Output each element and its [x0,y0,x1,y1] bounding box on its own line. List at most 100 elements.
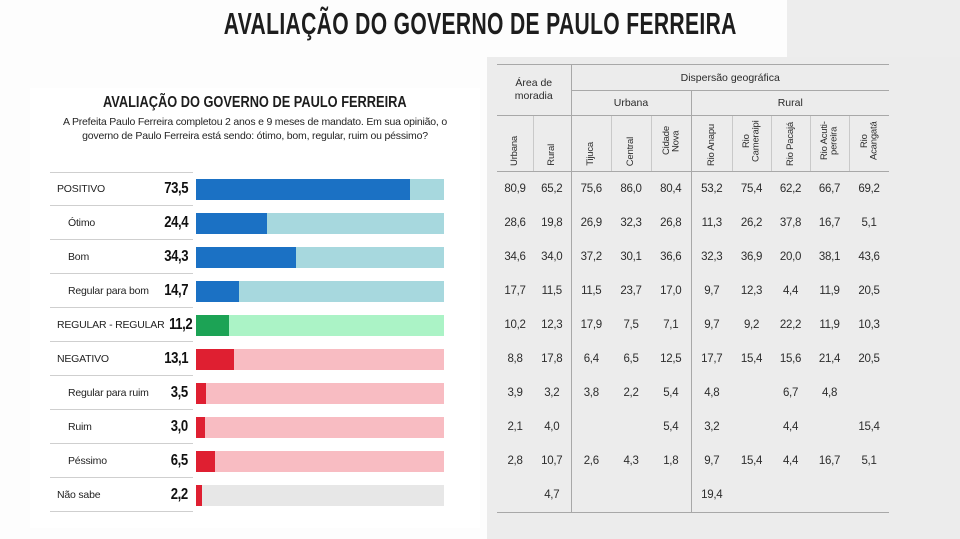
table-cell: 17,7 [504,285,526,297]
table-cell: 9,7 [704,319,720,331]
category-value: 34,3 [164,247,188,265]
table-cell: 80,4 [651,171,692,206]
category-label-cell: Ótimo 24,4 [50,206,193,240]
category-label: POSITIVO [57,183,105,195]
table-cell: 17,7 [701,353,723,365]
table-cell: 15,4 [740,353,763,365]
table-row: 17,7 11,5 11,5 23,7 17,0 9,7 12,3 4,4 11,9 20,5 [497,274,889,308]
table-cell: 4,7 [533,478,572,513]
table-cell: 9,2 [743,319,760,331]
chart-row: Ruim 3,0 [50,410,446,444]
chart-row: Bom 34,3 [50,240,446,274]
bar-track [196,484,444,506]
table-cell: 5,1 [861,455,877,467]
bar-area [193,178,446,200]
table-row: 2,8 10,7 2,6 4,3 1,8 9,7 15,4 4,4 16,7 5,1 [497,444,889,478]
table-cell: 66,7 [818,183,841,195]
table-cell: 19,4 [691,478,732,513]
table-cell [732,478,771,513]
bar-fill [196,178,411,200]
column-header-label: Cidade Nova [660,126,682,156]
bar-track [196,416,444,438]
table-row: 3,9 3,2 3,8 2,2 5,4 4,8 6,7 4,8 [497,376,889,410]
geo-table: Área de moradia Dispersão geográfica Urb… [497,64,889,513]
column-header-urbana: Urbana [497,115,534,172]
table-row: 28,6 19,8 26,9 32,3 26,8 11,3 26,2 37,8 16,7 5,1 [497,206,889,240]
bar-track [196,212,444,234]
table-cell: 11,5 [533,274,572,308]
table-cell: 65,2 [533,171,572,206]
bar-fill [196,280,239,302]
column-header-label: Rio Cameraipi [741,120,762,162]
table-cell: 15,4 [740,455,763,467]
bar-fill [196,348,235,370]
table-cell: 20,0 [779,251,802,263]
header-rural-group: Rural [691,90,889,116]
category-value: 2,2 [170,485,188,503]
column-header-rio-cameraipi: Rio Cameraipi [732,115,772,172]
table-cell: 11,9 [819,319,840,331]
bar-area [193,382,446,404]
page-title: AVALIAÇÃO DO GOVERNO DE PAULO FERREIRA [223,6,737,41]
category-label-cell: Ruim 3,0 [50,410,193,444]
table-cell: 62,2 [779,183,802,195]
table-cell: 23,7 [620,285,642,297]
table-row: 4,7 19,4 [497,478,889,513]
category-label: REGULAR - REGULAR [57,318,165,331]
category-value: 3,0 [170,417,188,435]
table-cell [611,410,651,444]
table-cell: 12,3 [740,285,763,297]
table-cell: 2,1 [507,421,523,433]
bar-track [196,178,444,200]
table-cell: 32,3 [620,217,642,229]
table-cell: 2,8 [507,455,523,467]
table-cell [771,478,810,513]
table-cell [849,478,889,513]
table-cell: 37,2 [580,251,602,263]
bar-track [196,314,444,336]
category-label-cell: REGULAR - REGULAR 11,2 [50,308,193,342]
bar-track [196,450,444,472]
geo-table-panel: Área de moradia Dispersão geográfica Urb… [487,57,960,539]
table-cell: 7,5 [623,319,639,331]
table-cell: 38,1 [818,251,841,263]
category-label: Ótimo [68,216,96,229]
table-row: 80,9 65,2 75,6 86,0 80,4 53,2 75,4 62,2 66,7 69,2 [497,171,889,206]
table-cell: 15,4 [858,421,880,433]
table-cell: 3,8 [583,387,599,399]
bar-fill [196,450,215,472]
category-value: 11,2 [169,315,194,333]
column-header-rural: Rural [533,115,572,172]
category-label-cell: Regular para bom 14,7 [50,274,193,308]
chart-row: REGULAR - REGULAR 11,2 [50,308,446,342]
table-cell: 9,7 [704,455,720,467]
table-cell: 11,3 [701,217,723,229]
column-header-rio-pacaj-: Rio Pacajá [771,115,811,172]
category-value: 14,7 [164,281,188,299]
chart-row: Péssimo 6,5 [50,444,446,478]
table-cell [651,478,692,513]
bar-track [196,348,444,370]
chart-title: AVALIAÇÃO DO GOVERNO DE PAULO FERREIRA [103,94,407,111]
table-cell: 4,8 [704,387,720,399]
table-cell: 1,8 [651,444,692,478]
table-cell: 10,3 [858,319,880,331]
category-label-cell: POSITIVO 73,5 [50,172,193,206]
category-value: 3,5 [170,383,188,401]
table-cell: 26,8 [651,206,692,240]
table-cell: 30,1 [620,251,642,263]
table-cell: 22,2 [779,319,802,331]
column-header-rio-acuti-pereira: Rio Acuti-pereira [810,115,850,172]
table-cell: 20,5 [858,285,880,297]
chart-row: Ótimo 24,4 [50,206,446,240]
table-cell [497,478,533,513]
column-header-rio-acangat-: Rio Acangatá [849,115,889,172]
bar-track [196,246,444,268]
header-area-de-moradia: Área de moradia [497,64,572,116]
table-cell: 36,6 [651,240,692,274]
bar-area [193,450,446,472]
bar-area [193,212,446,234]
chart-row: NEGATIVO 13,1 [50,342,446,376]
table-cell: 20,5 [858,353,880,365]
table-cell: 43,6 [858,251,880,263]
